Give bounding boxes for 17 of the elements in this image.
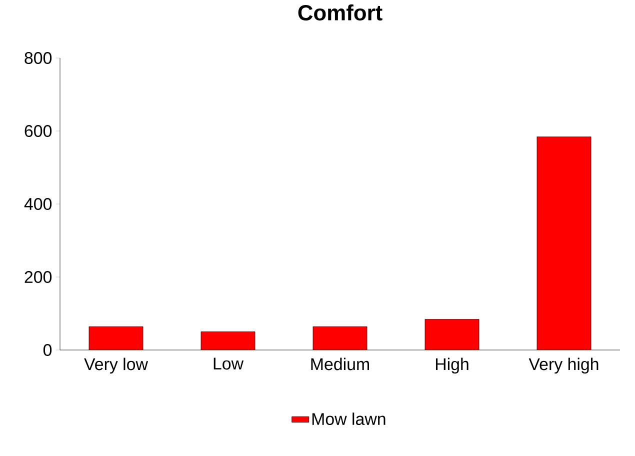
bar xyxy=(201,332,255,350)
y-tick-label: 0 xyxy=(43,344,52,356)
x-tick-label: Medium xyxy=(311,358,369,370)
x-tick-label: High xyxy=(436,358,468,374)
y-tick-label: 600 xyxy=(24,125,52,138)
bar xyxy=(425,319,480,350)
y-tick-label: 400 xyxy=(24,198,52,210)
x-tick-label: Very high xyxy=(528,358,598,374)
x-tick-label: Very low xyxy=(84,358,148,374)
y-tick-label: 800 xyxy=(24,52,52,64)
bar xyxy=(536,136,592,350)
bar xyxy=(89,326,143,350)
x-tick-label: Low xyxy=(214,358,244,370)
legend-label: Mow lawn xyxy=(312,412,386,426)
chart-title: Comfort xyxy=(298,4,382,21)
y-tick-label: 200 xyxy=(24,271,52,283)
bar xyxy=(313,326,367,350)
